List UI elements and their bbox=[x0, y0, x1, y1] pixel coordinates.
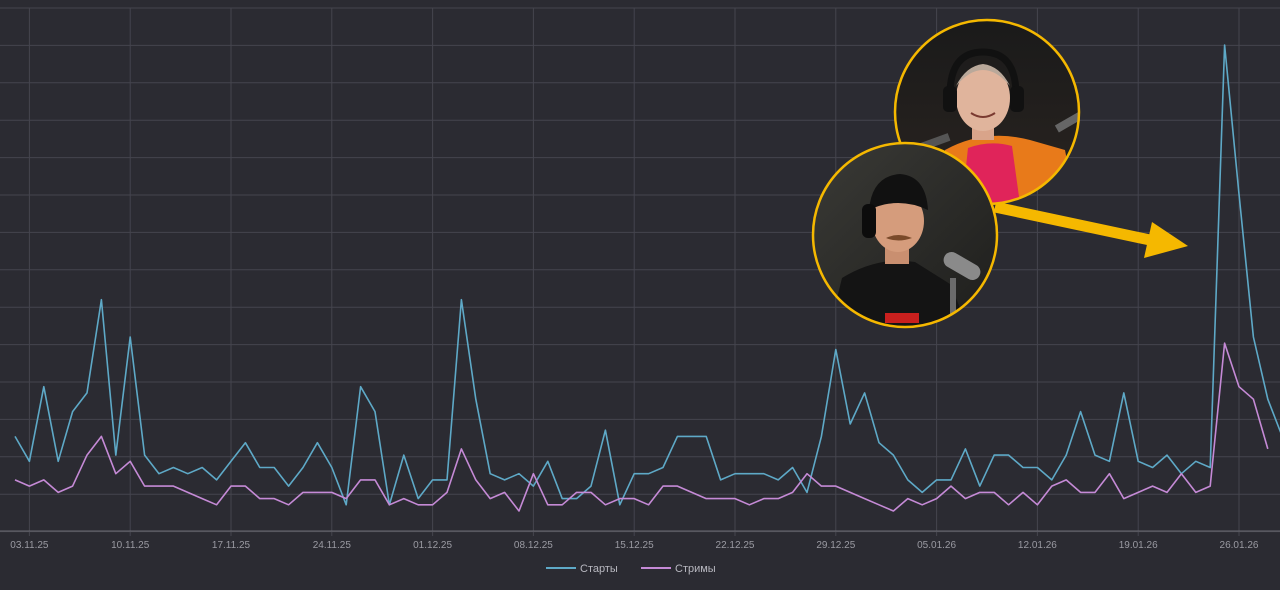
x-axis: 03.11.25 10.11.25 17.11.25 24.11.25 01.12.25… bbox=[0, 530, 1280, 551]
legend-item-starts[interactable]: Старты bbox=[546, 563, 618, 575]
series-layer bbox=[14, 44, 1280, 512]
x-tick-label: 12.01.26 bbox=[1018, 540, 1057, 551]
x-tick-label: 10.11.25 bbox=[111, 540, 150, 551]
legend-label-starts: Старты bbox=[580, 563, 618, 575]
x-tick-label: 26.01.26 bbox=[1220, 540, 1259, 551]
x-tick-label: 15.12.25 bbox=[615, 540, 654, 551]
legend-label-streams: Стримы bbox=[675, 563, 716, 575]
x-tick-label: 05.01.26 bbox=[917, 540, 956, 551]
x-tick-label: 19.01.26 bbox=[1119, 540, 1158, 551]
x-tick-label: 29.12.25 bbox=[816, 540, 855, 551]
series-line-streams bbox=[14, 342, 1269, 512]
arrow-icon bbox=[993, 201, 1188, 258]
grid-layer bbox=[0, 7, 1280, 536]
series-points-streams bbox=[14, 343, 1268, 512]
x-tick-label: 01.12.25 bbox=[413, 540, 452, 551]
x-tick-label: 08.12.25 bbox=[514, 540, 553, 551]
legend: Старты Стримы bbox=[546, 563, 716, 575]
series-line-starts bbox=[14, 44, 1280, 506]
x-tick-label: 17.11.25 bbox=[212, 540, 251, 551]
legend-item-streams[interactable]: Стримы bbox=[641, 563, 716, 575]
series-points-starts bbox=[14, 44, 1268, 505]
x-tick-label: 24.11.25 bbox=[313, 540, 352, 551]
x-tick-label: 22.12.25 bbox=[716, 540, 755, 551]
x-tick-label: 03.11.25 bbox=[10, 540, 49, 551]
photo-man-black-cap bbox=[811, 141, 999, 329]
